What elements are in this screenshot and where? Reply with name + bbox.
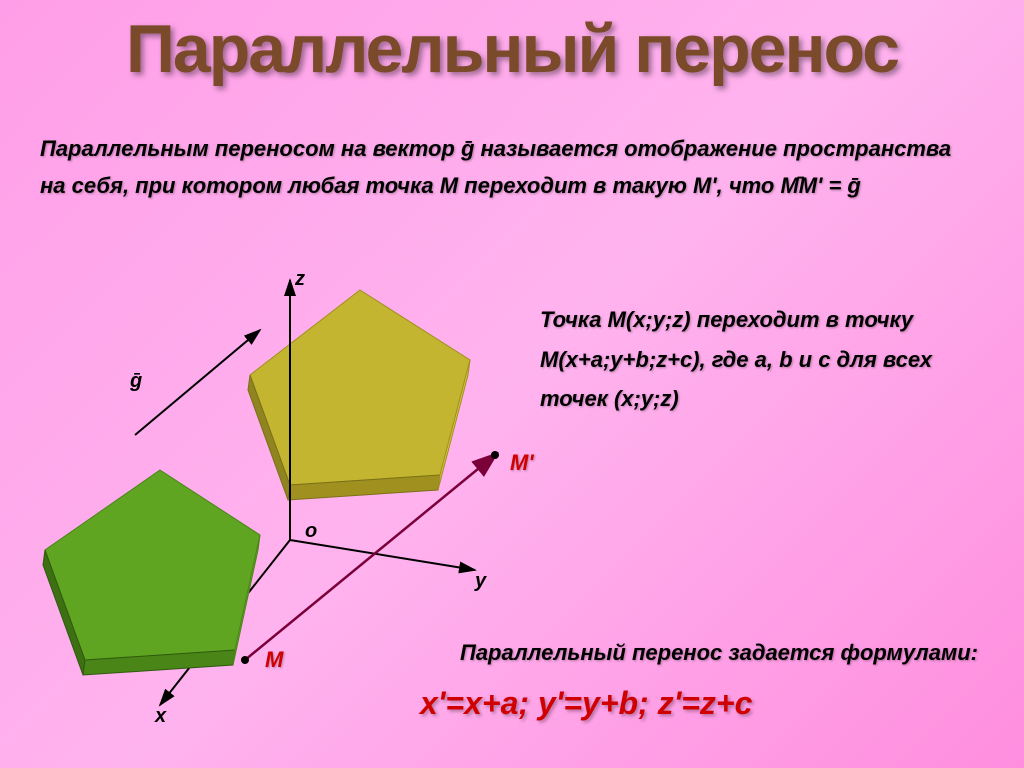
intro-text: Параллельным переносом на вектор ḡ назыв… — [40, 130, 980, 205]
side-text: Точка M(x;y;z) переходит в точку M(x+a;y… — [540, 300, 1000, 419]
axis-o-label: о — [305, 520, 317, 543]
formula-label: Параллельный перенос задается формулами: — [460, 640, 978, 666]
point-m-label: М — [265, 647, 283, 673]
pentagon-green-top — [45, 470, 260, 660]
pentagon-yellow-top — [250, 290, 470, 485]
axis-x-label: x — [155, 705, 166, 728]
point-m1-dot — [491, 451, 499, 459]
axis-y-line — [290, 540, 475, 570]
formula: x'=x+a; y'=y+b; z'=z+c — [420, 685, 752, 722]
axis-g-line — [135, 330, 260, 435]
axis-z-label: z — [295, 268, 305, 291]
pentagon-yellow — [248, 290, 470, 500]
axis-y-label: y — [475, 570, 486, 593]
page-title: Параллельный перенос — [126, 10, 898, 88]
point-m-dot — [241, 656, 249, 664]
point-m1-label: М' — [510, 450, 534, 476]
axis-g-label: ḡ — [130, 370, 142, 393]
diagram-area: z y x о ḡ М М' — [30, 260, 530, 740]
pentagon-green — [43, 470, 260, 675]
